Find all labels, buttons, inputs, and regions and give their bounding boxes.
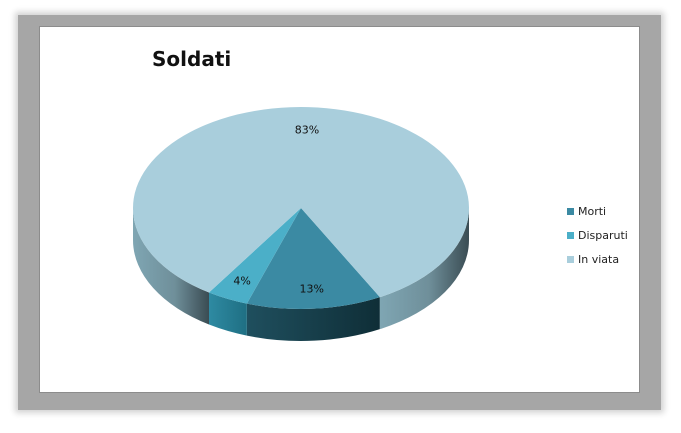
legend-item-morti: Morti [567, 199, 628, 223]
data-label-in-viata: 83% [295, 123, 319, 136]
data-label-disparuti: 4% [233, 275, 250, 288]
chart-area: Soldati 13% 4% 83% Morti D [39, 26, 640, 393]
legend-item-disparuti: Disparuti [567, 223, 628, 247]
chart-legend: Morti Disparuti In viata [567, 199, 628, 271]
data-label-morti: 13% [300, 283, 324, 296]
pie-slice-morti [246, 208, 380, 309]
legend-label: Morti [578, 204, 607, 218]
pie-side-disparuti [209, 292, 247, 336]
pie-side-in-viata [379, 208, 469, 330]
legend-swatch [567, 207, 574, 215]
chart-title: Soldati [152, 47, 232, 71]
legend-swatch [567, 255, 574, 263]
pie-side-in-viata [133, 208, 210, 325]
legend-label: In viata [578, 252, 620, 266]
pie-side-morti [246, 297, 380, 341]
pie-slice-disparuti [209, 208, 301, 304]
legend-label: Disparuti [578, 228, 628, 242]
pie-chart: 13% 4% 83% [133, 106, 470, 341]
legend-swatch [567, 231, 574, 239]
pie-slice-in-viata [133, 106, 470, 298]
legend-item-in-viata: In viata [567, 247, 628, 271]
